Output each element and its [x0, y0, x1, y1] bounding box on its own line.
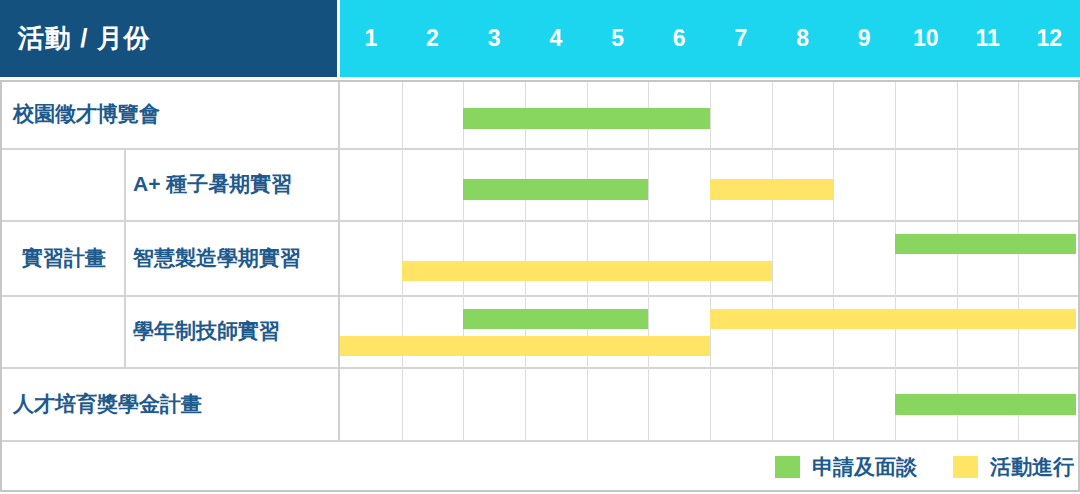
- gantt-bar-run: [710, 309, 1076, 329]
- months-header-strip: 123456789101112: [340, 0, 1080, 77]
- month-header-1: 1: [340, 0, 402, 77]
- legend-label-run: 活動進行: [990, 453, 1074, 481]
- group-sublabel-divider-line: [124, 148, 126, 367]
- month-header-7: 7: [710, 0, 772, 77]
- table-corner-header: 活動 / 月份: [0, 0, 337, 77]
- month-grid-line: [833, 82, 834, 440]
- month-header-11: 11: [957, 0, 1019, 77]
- gantt-schedule-table: 活動 / 月份 123456789101112 校園徵才博覽會A+ 種子暑期實習…: [0, 0, 1080, 494]
- month-header-8: 8: [772, 0, 834, 77]
- row-label-4: 學年制技師實習: [133, 295, 280, 367]
- row-separator-line: [2, 440, 1078, 442]
- month-header-3: 3: [463, 0, 525, 77]
- legend: 申請及面談 活動進行: [775, 444, 1074, 490]
- gantt-bar-apply: [463, 108, 710, 129]
- group-label: 實習計畫: [22, 148, 106, 367]
- legend-item-run: 活動進行: [953, 453, 1074, 481]
- month-header-4: 4: [525, 0, 587, 77]
- row-label-3: 智慧製造學期實習: [133, 220, 301, 295]
- gantt-bar-apply: [463, 309, 648, 329]
- apply-color-swatch: [775, 456, 800, 478]
- legend-item-apply: 申請及面談: [775, 453, 917, 481]
- month-grid-line: [895, 82, 896, 440]
- run-color-swatch: [953, 456, 978, 478]
- label-chart-divider-line: [338, 80, 340, 440]
- corner-header-label: 活動 / 月份: [18, 21, 151, 56]
- row-label-2: A+ 種子暑期實習: [133, 148, 292, 220]
- gantt-bar-apply: [895, 394, 1076, 415]
- month-grid-line: [1018, 82, 1019, 440]
- month-header-9: 9: [833, 0, 895, 77]
- row-label-5: 人才培育獎學金計畫: [13, 367, 202, 440]
- gantt-bar-apply: [895, 234, 1076, 254]
- legend-label-apply: 申請及面談: [812, 453, 917, 481]
- gantt-bar-run: [402, 261, 772, 281]
- gantt-bar-run: [340, 336, 710, 356]
- gantt-bar-run: [710, 179, 833, 200]
- row-label-1: 校園徵才博覽會: [13, 80, 160, 148]
- month-grid-line: [772, 82, 773, 440]
- gantt-bar-apply: [463, 179, 648, 200]
- month-header-10: 10: [895, 0, 957, 77]
- month-header-12: 12: [1018, 0, 1080, 77]
- month-header-5: 5: [587, 0, 649, 77]
- month-header-6: 6: [648, 0, 710, 77]
- month-grid-line: [957, 82, 958, 440]
- month-header-2: 2: [402, 0, 464, 77]
